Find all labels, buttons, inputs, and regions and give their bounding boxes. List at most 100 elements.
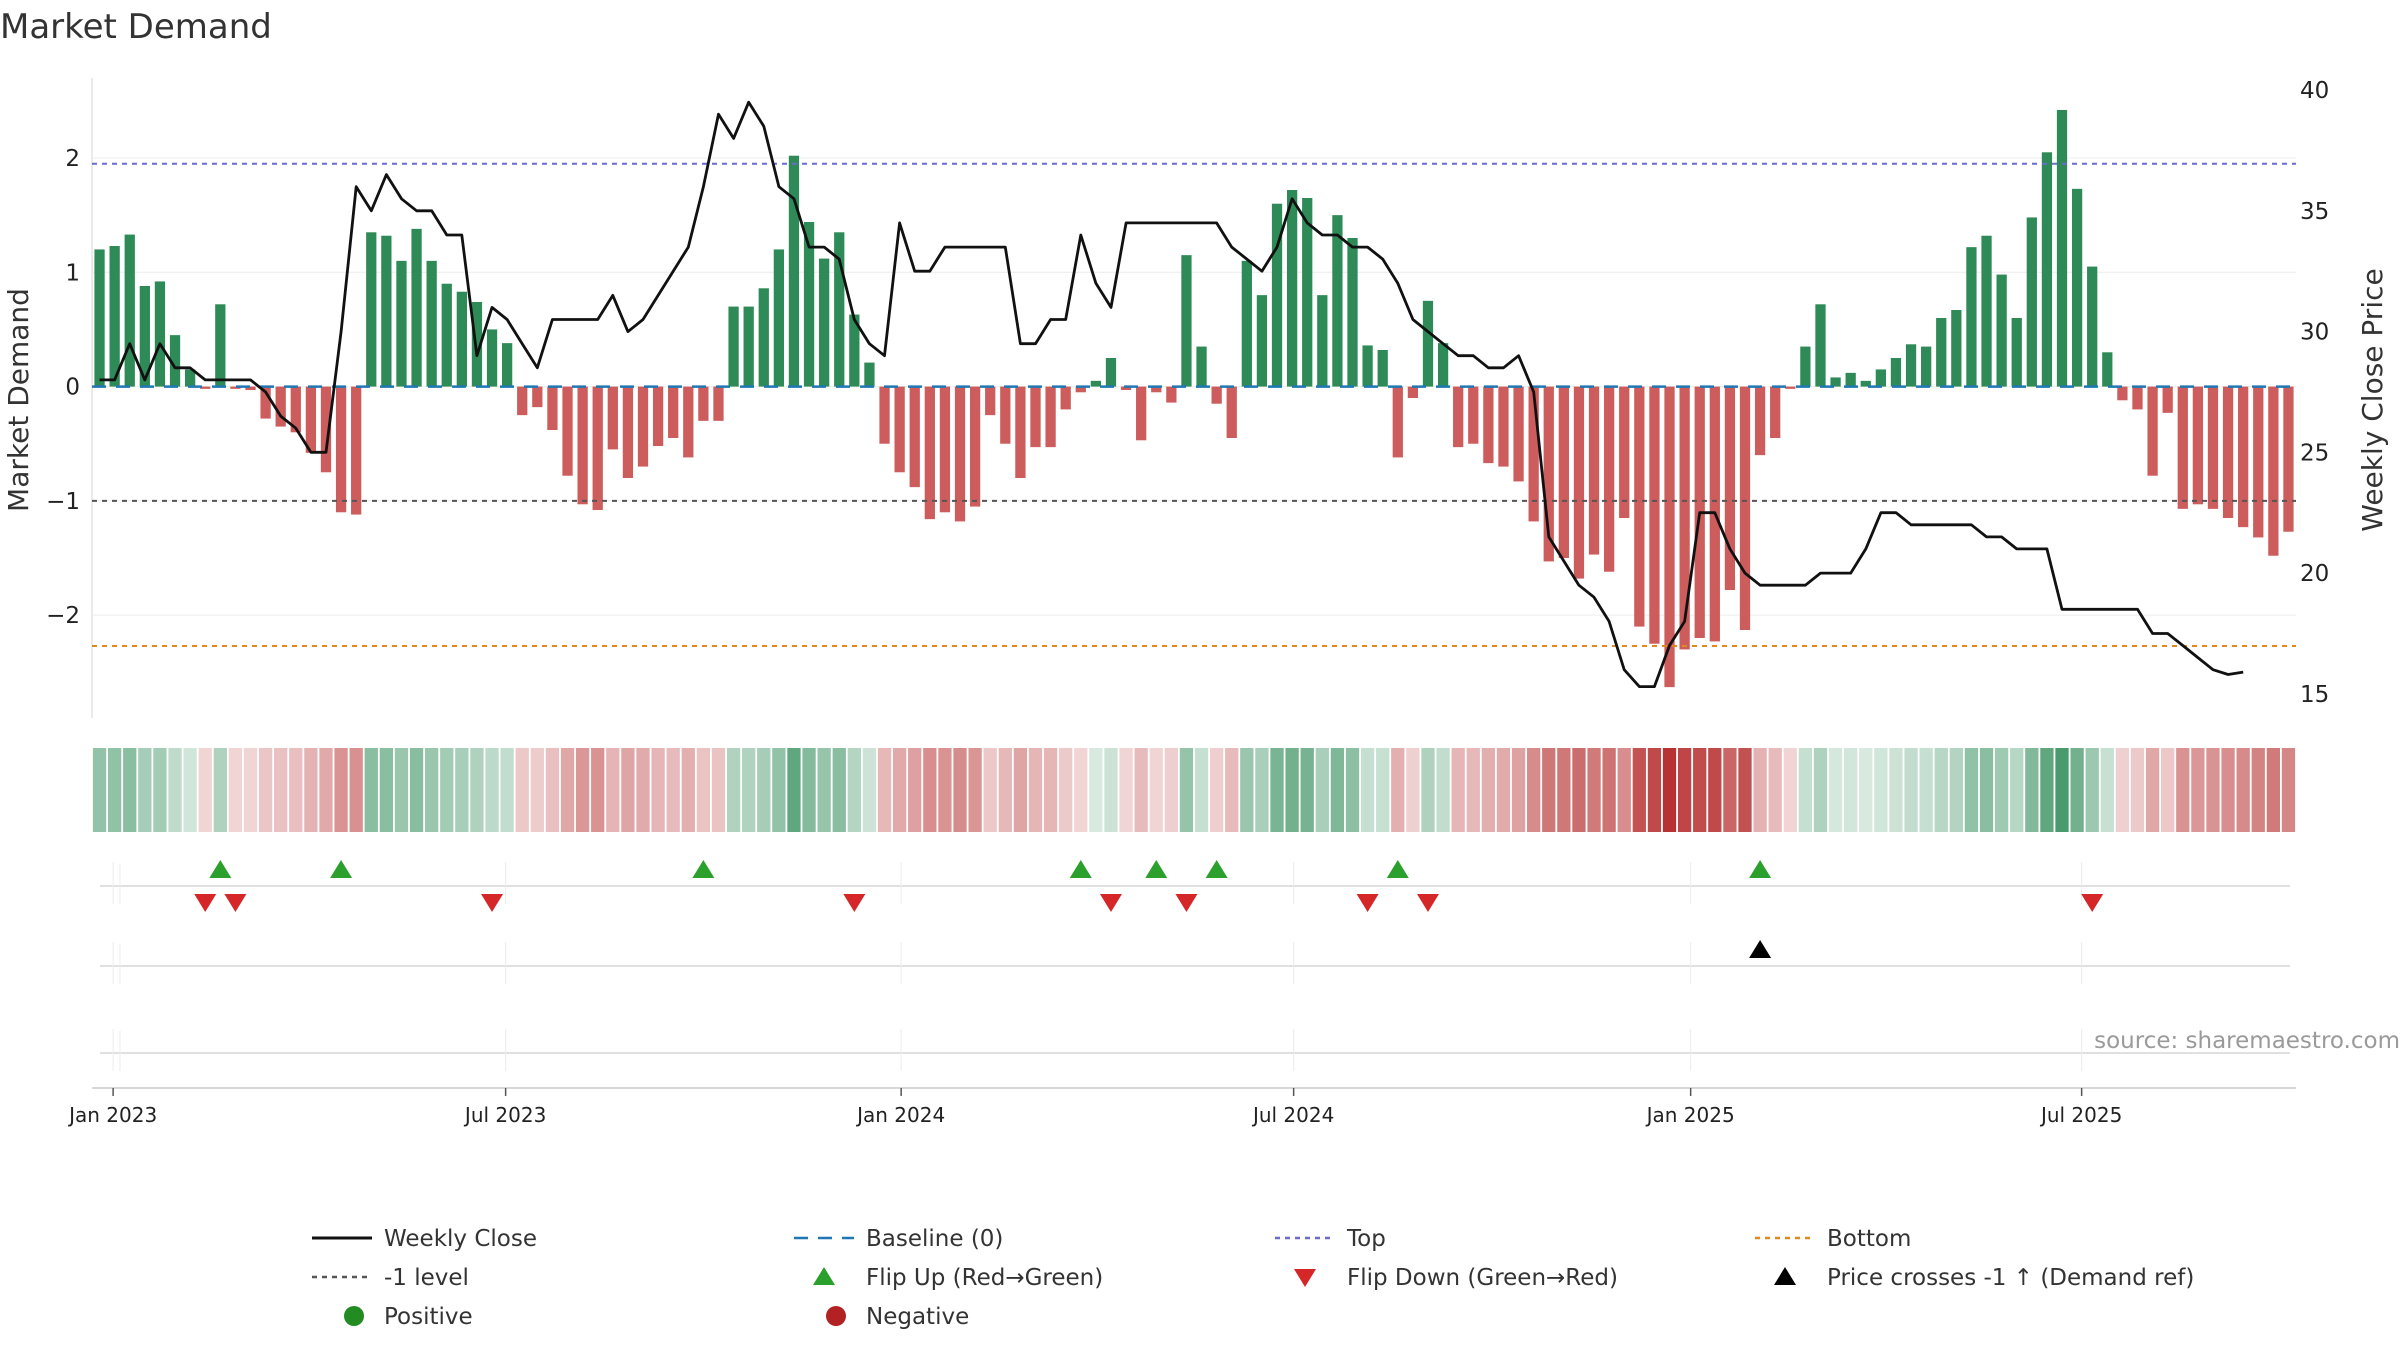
heat-cell — [938, 748, 952, 832]
heat-cell — [2221, 748, 2235, 832]
heat-cell — [1210, 748, 1224, 832]
heat-cell — [726, 748, 741, 832]
demand-bar — [1196, 346, 1207, 387]
demand-bar — [169, 335, 181, 387]
demand-bar — [637, 386, 649, 467]
heat-cell — [183, 748, 197, 832]
demand-bar — [1679, 386, 1690, 650]
demand-bar — [1830, 377, 1841, 387]
heat-cell — [153, 748, 167, 832]
flip-up-marker — [1069, 860, 1092, 878]
x-tick-label: Jan 2024 — [855, 1103, 945, 1127]
heat-cell — [319, 748, 333, 832]
heat-cell — [1089, 748, 1103, 832]
demand-bar — [230, 386, 241, 389]
demand-bar — [411, 228, 422, 387]
demand-bar — [1604, 386, 1615, 572]
demand-bar — [1136, 386, 1147, 441]
demand-bar — [471, 302, 483, 387]
y-tick-label: 2 — [65, 146, 80, 172]
demand-bar — [2117, 386, 2128, 401]
heat-cell — [485, 748, 499, 832]
heat-cell — [1466, 748, 1480, 832]
heat-cell — [1421, 748, 1435, 832]
markers-panel — [100, 860, 2290, 1071]
demand-bar — [1498, 386, 1509, 467]
flip-down-marker — [1356, 894, 1379, 912]
y2-tick-label: 20 — [2300, 561, 2329, 587]
price-cross-marker — [1749, 940, 1772, 958]
demand-bar — [1317, 295, 1328, 387]
demand-bar — [1241, 260, 1252, 387]
demand-bar — [834, 232, 845, 387]
flip-down-marker — [194, 894, 217, 912]
heat-cell — [772, 748, 786, 832]
heat-cell — [2206, 748, 2220, 832]
demand-bar — [894, 386, 905, 473]
heat-cell — [304, 748, 318, 832]
demand-bar — [1936, 318, 1947, 387]
demand-bar — [1860, 380, 1871, 387]
demand-bar — [985, 386, 996, 416]
y-tick-label: 0 — [65, 375, 80, 401]
heat-cell — [1632, 748, 1646, 832]
heat-cell — [1330, 748, 1345, 832]
demand-bar — [215, 304, 226, 387]
demand-bar — [502, 343, 513, 387]
demand-bar — [1015, 386, 1026, 478]
heat-cell — [425, 748, 439, 832]
heat-cell — [2251, 748, 2265, 832]
heat-cell — [2070, 748, 2084, 832]
legend-swatch — [813, 1267, 835, 1285]
legend-label: Flip Down (Green→Red) — [1347, 1265, 1618, 1291]
demand-bar — [335, 386, 347, 513]
demand-bar — [1453, 386, 1464, 448]
heat-cell — [2040, 748, 2054, 832]
demand-bar — [184, 369, 196, 387]
heat-cell — [892, 748, 907, 832]
legend-entry: Price crosses -1 ↑ (Demand ref) — [1774, 1265, 2194, 1291]
heat-cell — [591, 748, 605, 832]
demand-bar — [668, 386, 679, 438]
heat-cell — [606, 748, 620, 832]
heat-cell — [1693, 748, 1707, 832]
main-panel: −2 −1 0 1 2 15 20 25 30 35 40 — [46, 78, 2329, 718]
legend-label: Negative — [866, 1304, 969, 1330]
demand-bar — [2162, 386, 2173, 413]
demand-bar — [954, 386, 966, 522]
demand-bar — [1543, 386, 1554, 562]
heat-cell — [817, 748, 831, 832]
heat-cell — [1300, 748, 1314, 832]
flip-up-marker — [1145, 860, 1168, 878]
heat-cell — [349, 748, 363, 832]
demand-bar — [517, 386, 528, 416]
demand-bar — [698, 386, 709, 421]
heat-cell — [2176, 748, 2190, 832]
heat-cell — [1074, 748, 1088, 832]
demand-bar — [728, 306, 739, 387]
legend-label: Baseline (0) — [866, 1226, 1003, 1252]
heat-cell — [108, 748, 122, 832]
demand-bar — [1332, 215, 1343, 387]
demand-bar — [803, 222, 815, 387]
heat-cell — [228, 748, 243, 832]
legend-entry: Top — [1275, 1226, 1386, 1252]
heat-cell — [1844, 748, 1858, 832]
heat-cell — [2281, 748, 2296, 832]
heat-cell — [802, 748, 816, 832]
heat-cell — [953, 748, 967, 832]
x-axis: Jan 2023 Jul 2023 Jan 2024 Jul 2024 Jan 2025… — [67, 1087, 2296, 1127]
heat-cell — [1889, 748, 1903, 832]
flip-up-marker — [1386, 860, 1409, 878]
flip-down-marker — [2081, 894, 2104, 912]
demand-bar — [532, 386, 543, 408]
y2-tick-label: 40 — [2300, 78, 2329, 104]
demand-bar — [2222, 386, 2234, 518]
heat-cell — [1134, 748, 1148, 832]
demand-bar — [1664, 386, 1675, 688]
heat-cell — [1828, 748, 1843, 832]
heat-cell — [2055, 748, 2069, 832]
flip-down-marker — [481, 894, 504, 912]
heat-cell — [1542, 748, 1556, 832]
heat-cell — [1451, 748, 1465, 832]
